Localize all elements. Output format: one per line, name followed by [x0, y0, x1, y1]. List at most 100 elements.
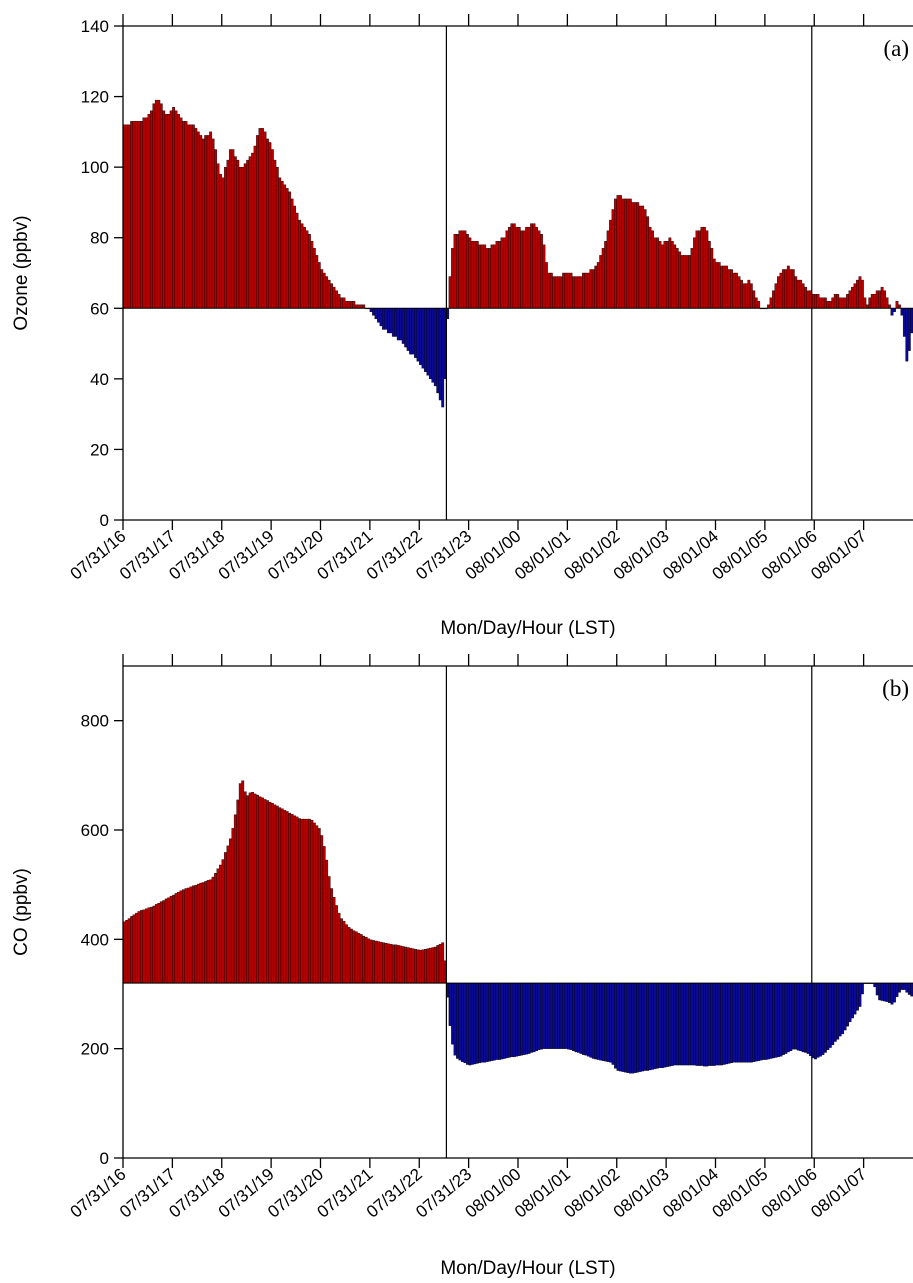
bar: [411, 308, 415, 355]
bar: [349, 928, 353, 984]
bar: [224, 166, 227, 309]
bar: [505, 982, 509, 1059]
bar: [231, 149, 235, 309]
bar: [549, 272, 553, 309]
bar: [187, 887, 190, 984]
bar: [461, 230, 464, 309]
bar: [816, 293, 820, 309]
bar: [157, 903, 161, 984]
bar: [665, 982, 669, 1067]
bar: [164, 114, 168, 309]
bar: [540, 234, 543, 309]
bar: [130, 916, 134, 984]
bar: [710, 982, 714, 1066]
bar: [880, 982, 884, 1001]
bar: [465, 982, 469, 1065]
bar: [421, 308, 425, 369]
bar: [315, 255, 319, 309]
bar: [668, 982, 672, 1067]
bar: [280, 181, 284, 309]
bar: [394, 944, 398, 984]
bar: [236, 799, 240, 984]
bar: [389, 944, 393, 984]
bar: [396, 308, 400, 341]
bar: [285, 188, 289, 309]
co-panel: 020040060080007/31/1607/31/1707/31/1807/…: [11, 654, 913, 1279]
bar: [749, 982, 753, 1063]
bar: [359, 304, 363, 309]
bar: [549, 982, 553, 1049]
bar: [145, 117, 148, 309]
bar: [594, 982, 598, 1060]
bar: [722, 982, 726, 1065]
bar: [174, 893, 178, 984]
bar: [352, 301, 356, 309]
bar: [345, 301, 348, 309]
bar: [875, 982, 879, 996]
bar: [159, 901, 163, 984]
bar: [248, 156, 252, 309]
bar: [278, 807, 282, 984]
bar: [219, 864, 222, 984]
bar: [204, 135, 208, 309]
bar: [609, 219, 612, 309]
bar: [737, 982, 741, 1063]
bar: [754, 982, 758, 1062]
bar: [206, 135, 210, 309]
bar: [865, 304, 869, 309]
bar: [145, 908, 148, 984]
bar: [416, 308, 420, 362]
bar: [322, 846, 326, 984]
bar: [303, 818, 306, 984]
y-axis-title: Ozone (ppbv): [11, 215, 32, 330]
y-tick-label: 200: [81, 1040, 109, 1059]
bar: [238, 166, 242, 309]
bar: [340, 297, 343, 309]
bar: [720, 265, 724, 309]
bar: [515, 226, 519, 309]
bar: [199, 882, 203, 984]
bar: [544, 982, 548, 1049]
bar: [525, 226, 529, 309]
bar: [243, 791, 247, 984]
bar: [258, 128, 262, 309]
bar: [421, 949, 425, 984]
bar: [690, 248, 694, 309]
bar: [846, 293, 849, 309]
bar: [727, 269, 731, 309]
bar: [211, 876, 215, 984]
bar: [248, 792, 252, 984]
bar: [270, 149, 274, 309]
bar: [147, 907, 151, 984]
bar: [510, 223, 514, 309]
bar: [564, 272, 568, 309]
bar: [512, 223, 516, 309]
bar: [507, 226, 511, 309]
bar: [767, 304, 770, 309]
bar: [263, 131, 267, 309]
bar: [184, 888, 188, 984]
bar: [537, 982, 541, 1050]
bar: [505, 230, 509, 309]
bar: [641, 205, 645, 309]
bar: [888, 982, 891, 1003]
bar: [774, 982, 778, 1058]
bar: [273, 804, 277, 984]
bar-series: [122, 99, 913, 408]
bar: [823, 982, 827, 1053]
bar: [433, 308, 437, 387]
bar: [142, 117, 146, 309]
bar: [451, 248, 454, 309]
bar: [135, 912, 138, 984]
bar: [320, 269, 324, 309]
bar: [586, 982, 590, 1057]
bar: [712, 258, 716, 309]
bar: [599, 255, 603, 309]
bar: [305, 230, 309, 309]
y-tick-label: 100: [81, 158, 109, 177]
bar: [149, 110, 153, 309]
bar: [848, 982, 852, 1023]
x-axis-title: Mon/Day/Hour (LST): [440, 1258, 615, 1279]
bar: [601, 248, 605, 309]
